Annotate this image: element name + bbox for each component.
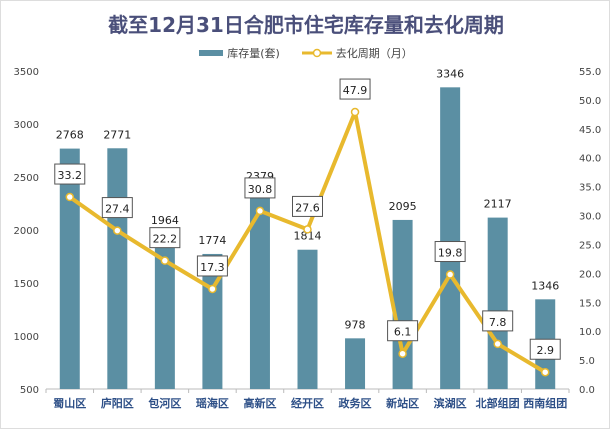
- bar: [249, 189, 270, 389]
- right-axis-tick: 0.0: [579, 385, 595, 396]
- line-label-box: [196, 255, 228, 277]
- line-data-label: 6.1: [394, 326, 412, 339]
- line-point: [160, 256, 170, 265]
- bar: [440, 87, 461, 389]
- line-data-label: 47.9: [343, 84, 368, 97]
- bar-data-label: 1814: [294, 230, 322, 243]
- left-axis-tick: 3500: [14, 67, 39, 78]
- line-data-label: 7.8: [489, 316, 507, 329]
- right-axis-tick: 55.0: [579, 67, 601, 78]
- bar-data-label: 1774: [198, 234, 226, 247]
- line-data-label: 33.2: [58, 169, 83, 182]
- x-axis-label: 高新区: [243, 396, 276, 410]
- x-axis-label: 政务区: [339, 396, 372, 410]
- line-label-box: [292, 195, 323, 217]
- legend-swatch-bar: [199, 50, 224, 56]
- line-label-box: [149, 227, 181, 249]
- x-axis-label: 西南组团: [523, 396, 567, 410]
- line-point: [445, 270, 455, 279]
- line-point: [208, 284, 217, 294]
- bar: [345, 338, 366, 389]
- line-point: [113, 226, 122, 235]
- left-axis-tick: 3000: [14, 120, 39, 131]
- line-data-label: 27.6: [295, 201, 320, 214]
- x-axis-label: 瑶海区: [196, 396, 229, 410]
- x-axis-label: 庐阳区: [101, 396, 134, 410]
- legend-label: 去化周期（月）: [335, 47, 413, 60]
- line-label-box: [54, 163, 86, 185]
- left-axis-tick: 2000: [14, 226, 39, 237]
- right-axis-tick: 35.0: [579, 183, 601, 194]
- line-data-label: 27.4: [105, 203, 130, 216]
- chart-title: 截至12月31日合肥市住宅库存量和去化周期: [108, 13, 504, 37]
- x-axis-label: 经开区: [291, 396, 324, 410]
- bar-data-label: 2095: [389, 200, 417, 213]
- line-point: [303, 225, 312, 234]
- bar-data-label: 2117: [484, 198, 512, 211]
- line-label-box: [434, 241, 466, 263]
- bar-data-label: 3346: [436, 67, 464, 80]
- x-axis-label: 蜀山区: [53, 396, 86, 410]
- line-data-label: 22.2: [153, 233, 178, 246]
- x-axis-label: 新站区: [386, 396, 419, 410]
- right-axis-tick: 20.0: [579, 269, 601, 280]
- line-label-box: [529, 338, 561, 360]
- right-axis-tick: 45.0: [579, 125, 601, 136]
- legend-item-cycle: 去化周期（月）: [301, 45, 413, 61]
- bar-data-label: 978: [345, 318, 366, 331]
- line-point: [493, 339, 502, 349]
- line-point: [398, 349, 407, 358]
- bar-data-label: 2771: [103, 128, 131, 141]
- left-axis-tick: 1500: [14, 279, 39, 290]
- bar: [107, 148, 128, 389]
- bar-data-label: 1964: [151, 214, 179, 227]
- right-axis-tick: 15.0: [579, 298, 601, 309]
- x-axis-label: 北部组团: [476, 396, 520, 410]
- line-data-label: 30.8: [248, 183, 273, 196]
- legend-label: 库存量(套): [227, 47, 280, 60]
- line-data-label: 2.9: [536, 344, 554, 357]
- right-axis-tick: 25.0: [579, 240, 601, 251]
- x-axis-label: 滨湖区: [434, 396, 467, 410]
- right-axis-tick: 50.0: [579, 96, 601, 107]
- line-point: [350, 107, 360, 117]
- line-data-label: 19.8: [438, 247, 463, 260]
- bar: [392, 219, 413, 389]
- bar: [154, 233, 175, 389]
- line-label-box: [339, 78, 371, 100]
- bar: [59, 148, 80, 389]
- line-data-label: 17.3: [200, 261, 225, 274]
- right-axis-tick: 10.0: [579, 327, 601, 338]
- right-axis-tick: 5.0: [579, 356, 595, 367]
- left-axis-tick: 1000: [14, 332, 39, 343]
- line-point: [65, 192, 75, 202]
- line-point: [255, 206, 265, 216]
- bar-data-label: 2768: [56, 129, 84, 142]
- bar-data-label: 1346: [531, 279, 559, 292]
- left-axis-tick: 2500: [14, 173, 39, 184]
- right-axis-tick: 40.0: [579, 154, 601, 165]
- line-label-box: [244, 177, 276, 199]
- line-label-box: [387, 320, 419, 342]
- legend-swatch-line: [301, 48, 332, 58]
- right-axis-tick: 30.0: [579, 212, 601, 223]
- left-axis-tick: 500: [20, 385, 39, 396]
- bar: [297, 249, 318, 389]
- x-axis-label: 包河区: [147, 396, 181, 410]
- line-label-box: [482, 310, 514, 332]
- legend: 库存量(套) 去化周期（月）: [1, 45, 609, 61]
- line-label-box: [101, 197, 133, 219]
- bar: [487, 217, 508, 389]
- line-point: [540, 367, 550, 377]
- legend-item-inventory: 库存量(套): [199, 45, 280, 61]
